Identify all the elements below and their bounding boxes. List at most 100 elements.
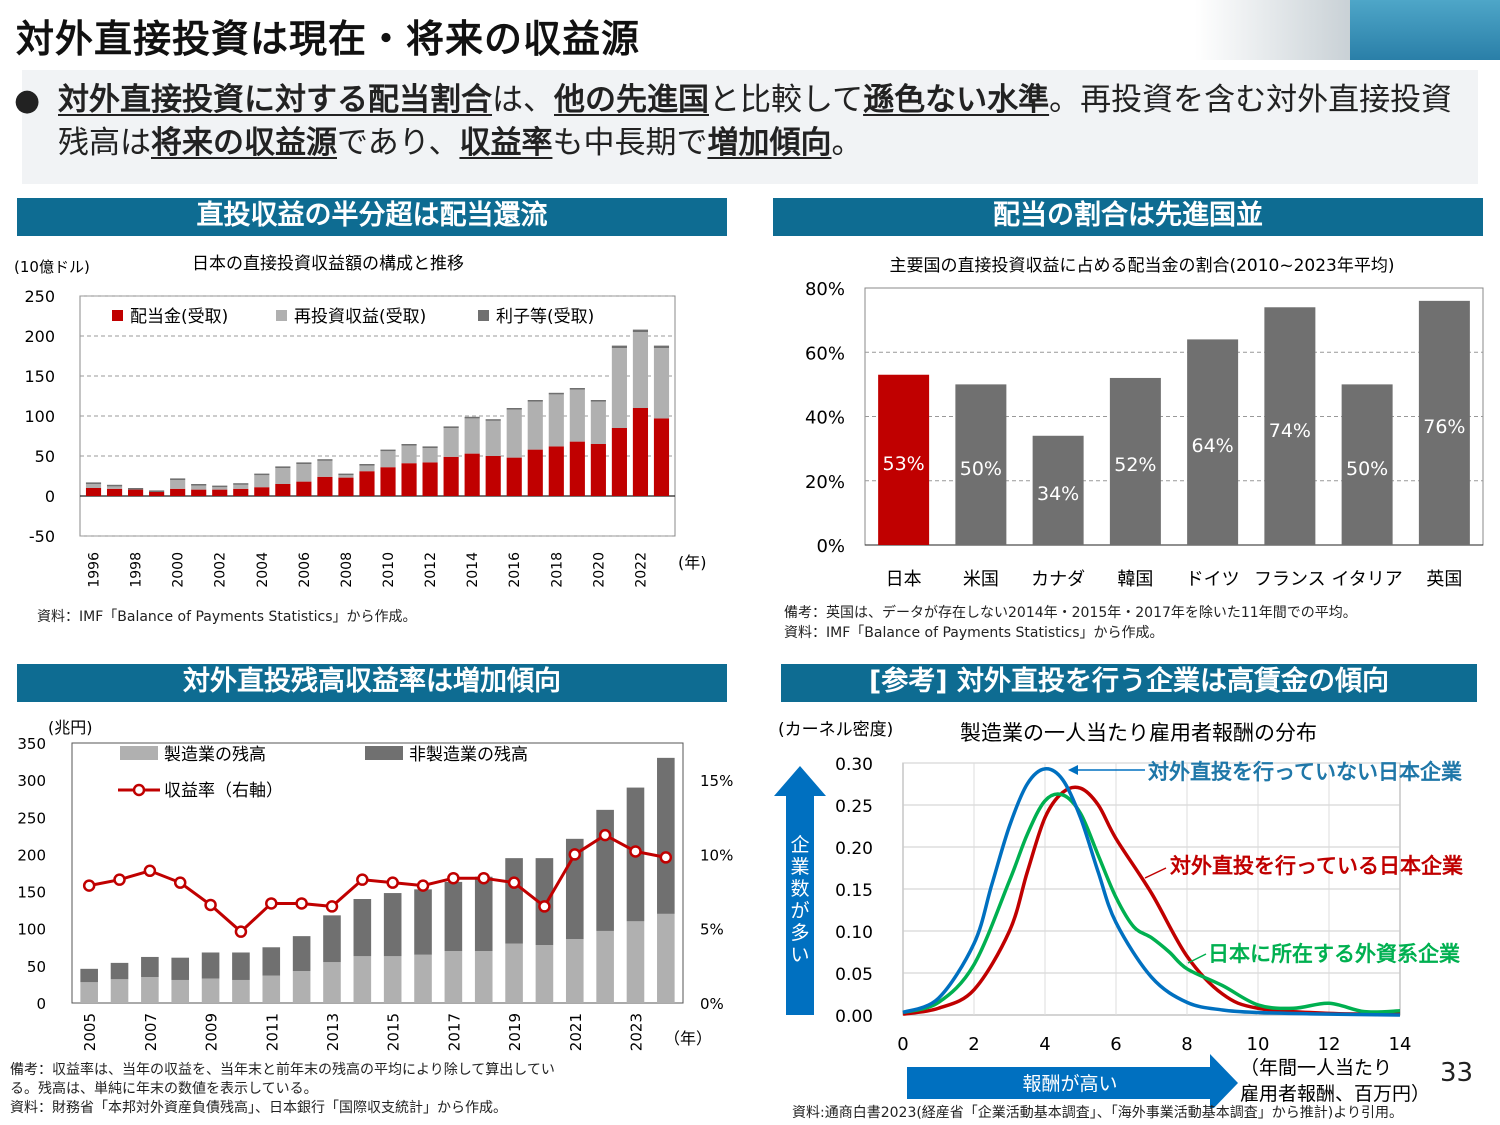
bar-segment (359, 465, 375, 472)
bar-segment (569, 388, 585, 390)
bar (1341, 384, 1393, 545)
legend-swatch (478, 310, 489, 321)
bar-non-manufacturing (353, 899, 372, 957)
legend-label: 非製造業の残高 (409, 745, 528, 765)
bar-segment (191, 484, 207, 486)
legend-swatch (120, 746, 158, 760)
legend-label: 利子等(受取) (496, 307, 594, 327)
x-tick-label: 2022 (633, 552, 649, 588)
x-tick-label: 2 (968, 1034, 979, 1055)
x-tick-label: 韓国 (1117, 569, 1153, 590)
bar-manufacturing (444, 951, 463, 1003)
bar-segment (338, 477, 354, 496)
bar-segment (338, 475, 354, 478)
y2-tick-label: 5% (700, 921, 724, 939)
summary-emphasis: 将来の収益源 (151, 125, 337, 161)
y-tick-label: 20% (805, 472, 845, 493)
return-rate-marker (113, 873, 126, 886)
bar-segment (254, 475, 270, 488)
y-arrow-icon (774, 766, 826, 1015)
bar-segment (254, 473, 270, 476)
y-tick-label: 300 (17, 772, 46, 790)
bullet-icon: ● (14, 83, 41, 118)
bar-segment (590, 444, 606, 496)
bar-non-manufacturing (80, 968, 98, 983)
y-tick-label: 0.10 (835, 923, 873, 943)
bar-segment (527, 449, 543, 496)
bar-segment (170, 488, 186, 496)
summary-segment: は、 (492, 82, 554, 118)
summary-emphasis: 収益率 (459, 125, 553, 161)
bar-non-manufacturing (141, 956, 159, 977)
bar-segment (527, 400, 543, 402)
bar-segment (380, 449, 396, 452)
x-tick-label: カナダ (1031, 569, 1085, 590)
bar-segment (590, 401, 606, 444)
bar-segment (548, 446, 564, 496)
return-rate-marker (82, 879, 96, 892)
bar-segment (212, 487, 228, 490)
return-rate-marker (325, 900, 339, 913)
bar-manufacturing (383, 956, 402, 1003)
bar-segment (464, 453, 480, 496)
return-rate-marker (356, 873, 369, 886)
y-arrow-label-char: 数 (790, 878, 809, 900)
bar-segment (275, 468, 291, 484)
x-tick-label: 6 (1110, 1034, 1121, 1055)
x-tick-label: 2020 (591, 552, 607, 588)
return-rate-marker (659, 851, 673, 864)
chart-title: 製造業の一人当たり雇用者報酬の分布 (960, 721, 1317, 745)
x-tick-label: 2007 (142, 1013, 160, 1051)
y-tick-label: 250 (17, 809, 46, 827)
bar-non-manufacturing (414, 889, 432, 955)
y-axis-unit: (カーネル密度) (778, 720, 893, 740)
x-axis-label-2: 雇用者報酬、百万円） (1240, 1083, 1430, 1105)
annotation-leader (1187, 953, 1207, 964)
bar-manufacturing (80, 982, 98, 1003)
summary-segment: 。再投資を含む対外直接投資残高は (58, 82, 1453, 161)
note-chart3-source: 資料：財務省「本邦対外資産負債残高」、日本銀行「国際収支統計」から作成。 (10, 1100, 507, 1116)
return-rate-line (88, 833, 667, 934)
bar-manufacturing (110, 979, 129, 1003)
y-arrow-label-char: 企 (790, 834, 809, 856)
x-tick-label: 4 (1039, 1034, 1050, 1055)
data-label: 34% (1037, 483, 1079, 505)
bar-segment (85, 482, 102, 484)
y-tick-label: -50 (29, 527, 55, 546)
annotation-leader (1144, 867, 1167, 879)
bar-manufacturing (171, 979, 190, 1003)
bar-segment (212, 485, 228, 488)
bar-non-manufacturing (383, 893, 402, 957)
x-tick-label: 14 (1389, 1034, 1412, 1055)
bar (1264, 307, 1316, 545)
bar-segment (506, 457, 522, 496)
y-tick-label: 0.20 (835, 839, 873, 859)
bar-segment (106, 486, 123, 489)
x-axis-label-1: （年間一人当たり (1240, 1057, 1392, 1079)
summary-segment: と比較して (709, 82, 864, 118)
bar-segment (422, 462, 438, 496)
chart-dividend-ratio: 主要国の直接投資収益に占める配当金の割合(2010~2023年平均) 80% 60%… (805, 256, 1484, 590)
x-tick-label: 1996 (87, 552, 103, 588)
bar-non-manufacturing (323, 915, 341, 963)
summary-segment: であり、 (337, 125, 460, 161)
bar-non-manufacturing (444, 881, 463, 951)
bar-segment (191, 489, 207, 496)
x-tick-label: 12 (1318, 1034, 1341, 1055)
y-tick-label: 40% (805, 408, 845, 429)
title-decoration-block (1350, 0, 1500, 60)
chart-title: 日本の直接投資収益額の構成と推移 (192, 254, 464, 274)
bar-segment (569, 389, 585, 442)
annotation-label: 対外直投を行っている日本企業 (1170, 854, 1464, 878)
bar-segment (254, 487, 270, 496)
bar-segment (569, 441, 585, 496)
bar-manufacturing (201, 978, 220, 1003)
bar-segment (443, 426, 459, 428)
bar-segment (401, 463, 417, 496)
density-line (902, 785, 1401, 1016)
y2-tick-label: 15% (700, 772, 733, 790)
legend-swatch (112, 310, 123, 321)
x-axis-unit: (年) (678, 553, 707, 572)
bar-non-manufacturing (171, 957, 190, 980)
y-axis-unit: (10億ドル) (14, 258, 90, 276)
